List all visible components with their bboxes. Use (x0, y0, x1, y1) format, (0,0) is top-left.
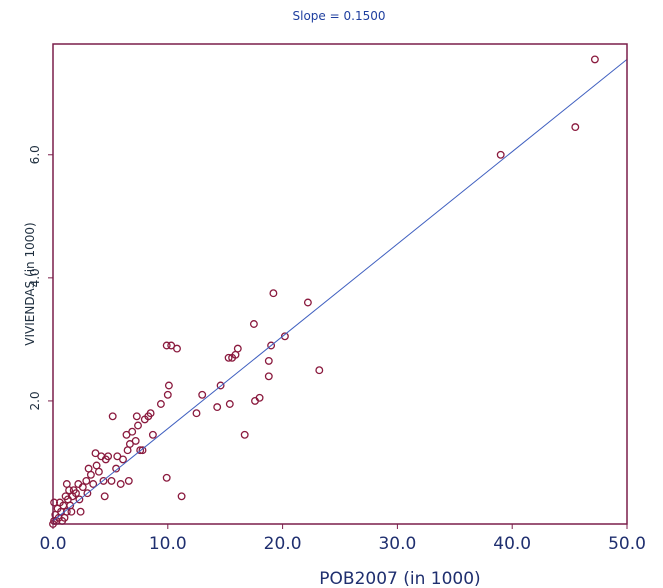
data-point (264, 372, 273, 381)
data-point (249, 320, 258, 328)
data-point (269, 289, 278, 298)
data-point (198, 390, 207, 399)
data-point (92, 461, 101, 470)
data-point (91, 449, 100, 458)
data-point (107, 476, 116, 485)
data-point (264, 356, 273, 365)
data-point (123, 446, 132, 455)
data-point (156, 400, 165, 408)
data-point (75, 495, 84, 504)
data-point (224, 353, 233, 362)
data-point (140, 415, 149, 424)
x-tick-label: 10.0 (149, 534, 187, 554)
data-point (131, 436, 140, 445)
data-point (132, 412, 141, 421)
x-tick-label: 0.0 (39, 534, 66, 554)
data-point (74, 480, 83, 488)
data-point (108, 412, 117, 421)
data-point (571, 123, 580, 132)
y-axis: 2.0 4.0 6.0 (28, 145, 53, 410)
data-point (138, 446, 147, 455)
data-point (267, 341, 276, 350)
data-point (213, 403, 222, 412)
data-point (496, 150, 505, 159)
data-point (148, 430, 157, 439)
y-axis-label: VIVIENDAS (in 1000) (23, 222, 37, 345)
y-tick-label: 4.0 (28, 268, 42, 287)
data-point (240, 430, 249, 439)
y-tick-label: 2.0 (28, 391, 42, 410)
data-point (50, 498, 59, 507)
data-point (177, 492, 186, 501)
x-tick-label: 20.0 (264, 534, 302, 554)
x-axis-label: POB2007 (in 1000) (319, 569, 480, 588)
data-point (116, 480, 125, 488)
data-point (225, 400, 234, 408)
data-point (280, 332, 289, 341)
data-point (82, 476, 91, 485)
data-point (62, 480, 71, 488)
data-point (99, 476, 108, 485)
data-point (228, 353, 237, 362)
data-point (590, 55, 599, 64)
data-point (124, 476, 133, 485)
data-point (100, 492, 109, 501)
data-point (192, 409, 201, 418)
data-point (164, 381, 173, 390)
y-tick-label: 6.0 (28, 145, 42, 164)
data-point (162, 473, 171, 482)
data-point (315, 366, 324, 375)
fit-line (52, 58, 628, 522)
data-point (136, 446, 145, 455)
data-point (83, 489, 92, 498)
plot-frame (52, 43, 628, 525)
data-point (134, 421, 142, 430)
data-point (76, 507, 85, 516)
data-point (251, 396, 259, 405)
x-axis: 0.0 10.0 20.0 30.0 40.0 50.0 (39, 524, 646, 554)
data-point (113, 452, 122, 461)
data-point (216, 381, 225, 390)
data-point (89, 480, 98, 488)
data-point (162, 341, 171, 350)
data-point (163, 390, 172, 399)
data-point (61, 492, 70, 501)
x-tick-label: 50.0 (608, 534, 646, 554)
data-point (303, 298, 312, 307)
x-tick-label: 40.0 (493, 534, 531, 554)
x-tick-label: 30.0 (378, 534, 416, 554)
data-point (84, 464, 93, 473)
data-point (112, 464, 121, 473)
data-marks (49, 55, 599, 528)
data-point (167, 341, 176, 350)
data-point (122, 430, 131, 439)
data-point (173, 344, 181, 353)
chart-title: Slope = 0.1500 (293, 9, 386, 23)
